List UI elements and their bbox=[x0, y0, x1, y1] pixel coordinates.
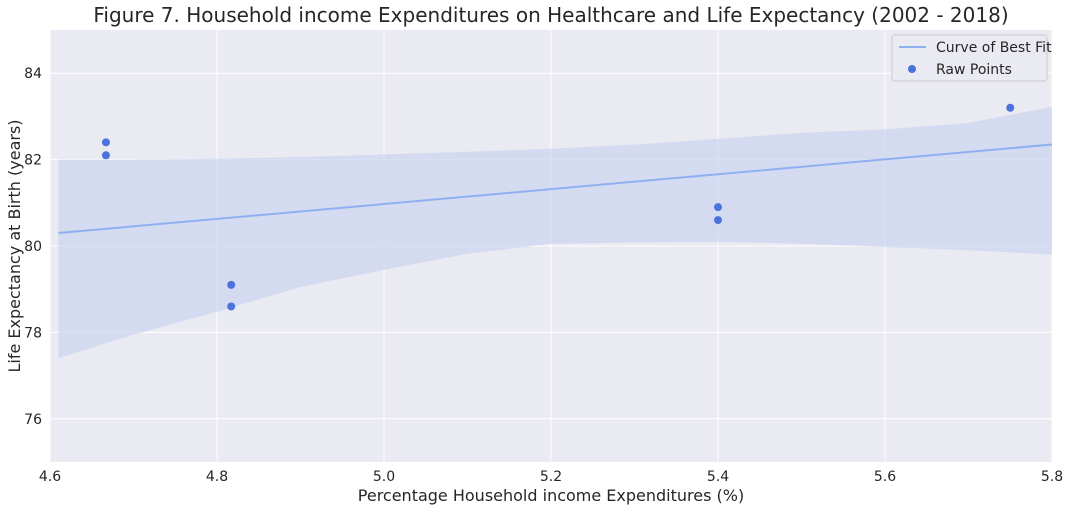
x-tick-label: 5.2 bbox=[540, 469, 562, 485]
raw-point bbox=[101, 138, 110, 147]
y-tick-label: 78 bbox=[24, 325, 42, 341]
legend-point-swatch bbox=[908, 65, 916, 73]
raw-point bbox=[1006, 103, 1015, 112]
raw-points bbox=[101, 103, 1015, 311]
raw-point bbox=[714, 216, 722, 225]
x-tick-label: 5.0 bbox=[373, 469, 395, 485]
x-tick-label: 5.6 bbox=[874, 469, 896, 485]
raw-point bbox=[101, 151, 110, 160]
chart-title: Figure 7. Household income Expenditures … bbox=[93, 3, 1008, 27]
y-tick-label: 80 bbox=[24, 239, 42, 255]
x-tick-label: 4.6 bbox=[39, 469, 61, 485]
legend-label-best-fit: Curve of Best Fit bbox=[936, 40, 1052, 56]
y-tick-labels: 76 78 80 82 84 bbox=[24, 66, 42, 428]
x-tick-label: 4.8 bbox=[206, 469, 228, 485]
raw-point bbox=[714, 203, 722, 212]
legend-label-raw-points: Raw Points bbox=[936, 62, 1012, 78]
confidence-band bbox=[58, 106, 1052, 359]
x-tick-labels: 4.6 4.8 5.0 5.2 5.4 5.6 5.8 bbox=[39, 469, 1063, 485]
y-axis-label: Life Expectancy at Birth (years) bbox=[5, 119, 24, 372]
x-tick-label: 5.4 bbox=[707, 469, 729, 485]
x-tick-label: 5.8 bbox=[1041, 469, 1063, 485]
y-tick-label: 76 bbox=[24, 412, 42, 428]
raw-point bbox=[227, 302, 236, 311]
y-tick-label: 82 bbox=[24, 153, 42, 169]
x-axis-label: Percentage Household income Expenditures… bbox=[358, 486, 744, 505]
raw-point bbox=[227, 280, 236, 289]
y-tick-label: 84 bbox=[24, 66, 42, 82]
legend: Curve of Best Fit Raw Points bbox=[891, 34, 1052, 82]
best-fit-line bbox=[58, 143, 1053, 235]
legend-box bbox=[891, 34, 1048, 82]
